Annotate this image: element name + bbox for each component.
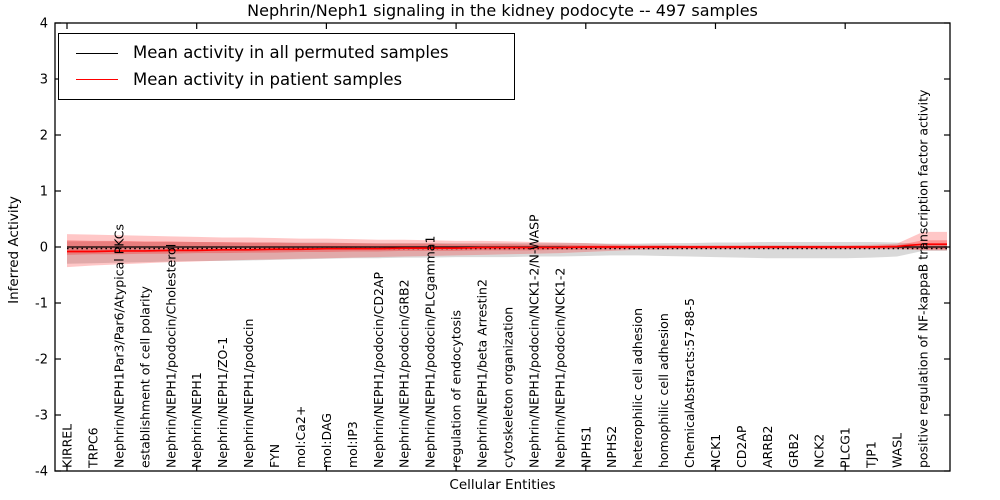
x-tick-label: Nephrin/NEPH1/beta Arrestin2 [475, 279, 490, 468]
x-tick-label: NCK1 [708, 434, 723, 468]
patient-samples-outer-band [67, 231, 947, 268]
y-tick-label: 1 [40, 185, 48, 200]
legend: Mean activity in all permuted samples Me… [58, 33, 515, 100]
x-tick-label: Nephrin/NEPH1 [189, 372, 204, 468]
x-tick-label: KIRREL [60, 424, 75, 468]
plot-frame [54, 22, 951, 472]
x-tick-label: Nephrin/NEPH1/ZO-1 [215, 337, 230, 468]
legend-line-permuted-icon [76, 52, 118, 54]
legend-row-patient: Mean activity in patient samples [76, 70, 514, 90]
y-tick-label: -1 [35, 297, 48, 312]
x-tick-label: Nephrin/NEPH1/podocin/CD2AP [371, 272, 386, 468]
x-tick-label: TJP1 [864, 441, 879, 469]
patient-mean-line [67, 243, 947, 253]
y-tick-label: 4 [40, 17, 48, 32]
x-tick-label: NCK2 [812, 434, 827, 468]
x-tick-label: mol:IP3 [345, 421, 360, 468]
x-axis-label: Cellular Entities [449, 477, 556, 493]
x-tick-label: WASL [890, 433, 905, 468]
x-tick-label: establishment of cell polarity [137, 286, 152, 468]
y-tick-label: -3 [35, 409, 48, 424]
legend-line-patient-icon [76, 79, 118, 81]
legend-label-patient: Mean activity in patient samples [133, 70, 403, 89]
x-tick-label: FYN [267, 444, 282, 468]
y-tick-label: 2 [40, 129, 48, 144]
x-tick-label: CD2AP [734, 425, 749, 468]
x-tick-label: Nephrin/NEPH1/podocin/Cholesterol [163, 244, 178, 468]
legend-row-permuted: Mean activity in all permuted samples [76, 43, 514, 63]
y-tick-label: 3 [40, 73, 48, 88]
x-tick-label: ChemicalAbstracts:57-88-5 [682, 298, 697, 468]
x-tick-label: GRB2 [786, 433, 801, 468]
x-tick-label: positive regulation of NF-kappaB transcr… [916, 89, 931, 468]
x-tick-label: regulation of endocytosis [449, 310, 464, 468]
x-tick-label: Nephrin/NEPH1/podocin/NCK1-2 [552, 268, 567, 468]
x-tick-label: ARRB2 [760, 426, 775, 468]
x-tick-label: Nephrin/NEPH1/podocin/PLCgamma1 [423, 236, 438, 468]
x-tick-label: Nephrin/NEPH1/podocin/NCK1-2/N-WASP [526, 214, 541, 468]
y-tick-label: -4 [35, 465, 48, 480]
x-tick-label: mol:DAG [319, 413, 334, 468]
legend-label-permuted: Mean activity in all permuted samples [133, 43, 449, 63]
y-axis-label: Inferred Activity [6, 196, 22, 304]
x-tick-label: heterophilic cell adhesion [630, 308, 645, 468]
x-tick-label: TRPC6 [85, 427, 100, 469]
y-tick-label: 0 [40, 241, 48, 256]
x-tick-label: NPHS1 [578, 426, 593, 468]
x-tick-label: Nephrin/NEPH1/podocin/GRB2 [397, 279, 412, 468]
x-tick-label: mol:Ca2+ [293, 406, 308, 468]
x-tick-label: PLCG1 [838, 427, 853, 468]
x-tick-label: Nephrin/NEPH1Par3/Par6/Atypical PKCs [111, 224, 126, 468]
y-tick-label: -2 [35, 353, 48, 368]
x-tick-label: cytoskeleton organization [500, 307, 515, 468]
chart-title: Nephrin/Neph1 signaling in the kidney po… [247, 1, 758, 20]
x-tick-label: NPHS2 [604, 426, 619, 468]
x-tick-label: homophilic cell adhesion [656, 313, 671, 468]
x-tick-label: Nephrin/NEPH1/podocin [241, 319, 256, 468]
